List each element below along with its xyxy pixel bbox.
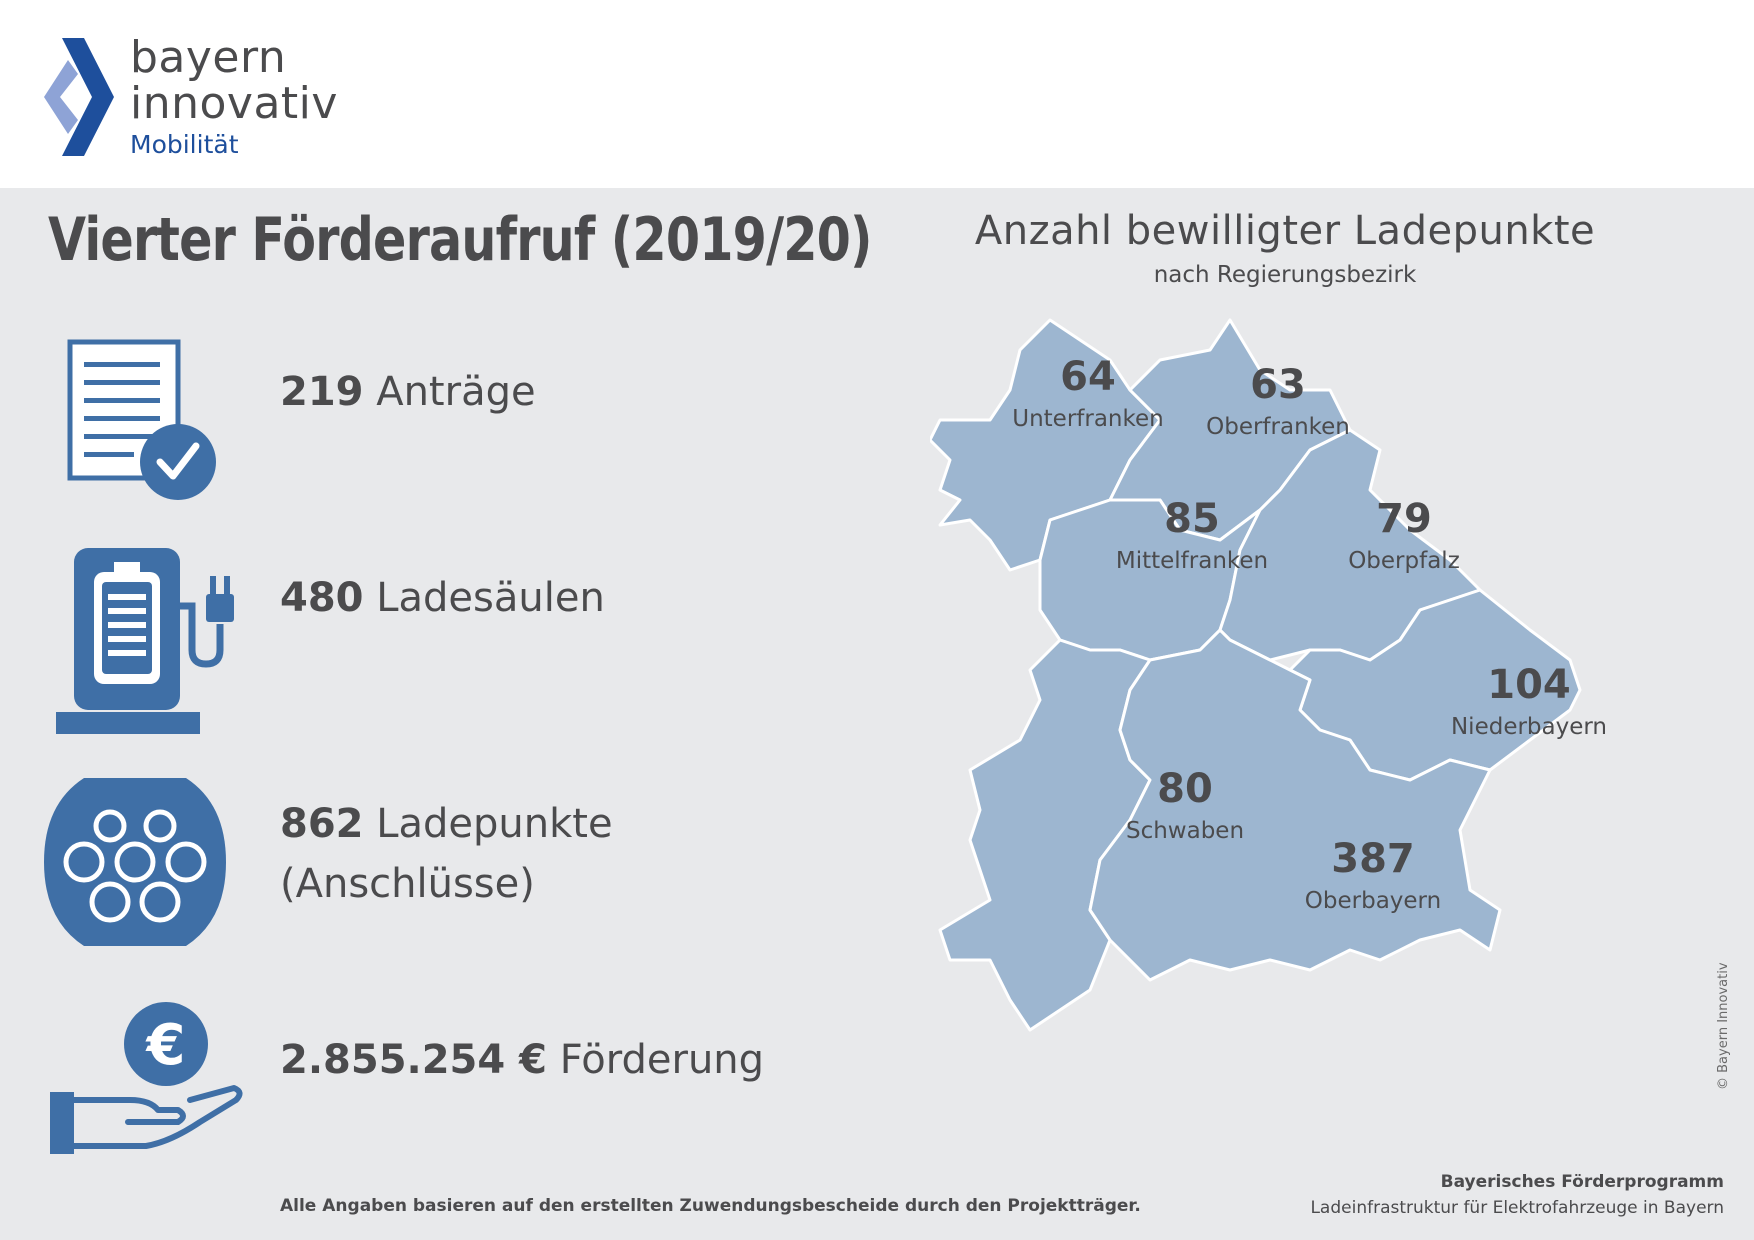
svg-text:€: €: [145, 1013, 186, 1078]
document-check-icon: [67, 339, 216, 500]
region-name-oberfranken: Oberfranken: [1206, 414, 1350, 440]
stat-charging-stations-label: Ladesäulen: [376, 575, 605, 621]
charging-plug-icon: [44, 778, 226, 946]
region-name-unterfranken: Unterfranken: [1012, 406, 1164, 432]
stat-charging-stations-number: 480: [280, 575, 364, 621]
stat-charging-points: 862 Ladepunkte (Anschlüsse): [280, 794, 613, 914]
region-name-schwaben: Schwaben: [1126, 818, 1244, 844]
charging-station-icon: [56, 548, 234, 734]
stat-funding: 2.855.254 € Förderung: [280, 1030, 764, 1090]
stat-applications-label: Anträge: [376, 369, 536, 415]
map-title: Anzahl bewilligter Ladepunkte: [974, 208, 1596, 254]
stat-applications-number: 219: [280, 369, 364, 415]
stat-charging-stations: 480 Ladesäulen: [280, 568, 605, 628]
region-name-niederbayern: Niederbayern: [1451, 714, 1607, 740]
stat-charging-points-label2: (Anschlüsse): [280, 861, 535, 907]
map-subtitle: nach Regierungsbezirk: [1153, 262, 1417, 288]
region-value-oberbayern: 387: [1331, 836, 1415, 882]
stat-applications: 219 Anträge: [280, 362, 536, 422]
logo-line1: bayern: [130, 32, 287, 83]
copyright: © Bayern Innovativ: [1716, 962, 1731, 1090]
region-value-schwaben: 80: [1157, 766, 1213, 812]
logo-text: bayern innovativ Mobilität: [130, 32, 338, 159]
region-value-niederbayern: 104: [1487, 662, 1571, 708]
bavaria-map: 64 Unterfranken 63 Oberfranken 85 Mittel…: [930, 318, 1607, 1032]
region-value-mittelfranken: 85: [1164, 496, 1220, 542]
footnote: Alle Angaben basieren auf den erstellten…: [280, 1196, 1141, 1216]
logo-line3: Mobilität: [130, 130, 239, 159]
stat-funding-label: Förderung: [559, 1037, 765, 1083]
stat-charging-points-number: 862: [280, 801, 364, 847]
bayern-innovativ-logo-icon: [44, 38, 114, 156]
region-shape-oberbayern: [1088, 628, 1502, 982]
region-name-oberbayern: Oberbayern: [1305, 888, 1441, 914]
stat-charging-points-label: Ladepunkte: [376, 801, 613, 847]
stat-funding-number: 2.855.254 €: [280, 1037, 547, 1083]
region-name-oberpfalz: Oberpfalz: [1348, 548, 1460, 574]
program-info: Bayerisches Förderprogramm Ladeinfrastru…: [1310, 1170, 1724, 1221]
program-name: Bayerisches Förderprogramm: [1440, 1172, 1724, 1192]
program-subtitle: Ladeinfrastruktur für Elektrofahrzeuge i…: [1310, 1197, 1724, 1218]
region-value-oberpfalz: 79: [1376, 496, 1432, 542]
euro-hand-icon: €: [50, 1002, 243, 1154]
header: bayern innovativ Mobilität: [0, 0, 1754, 188]
region-value-unterfranken: 64: [1060, 354, 1116, 400]
logo-line2: innovativ: [130, 78, 338, 129]
region-name-mittelfranken: Mittelfranken: [1116, 548, 1268, 574]
page-title: Vierter Förderaufruf (2019/20): [48, 205, 873, 275]
region-value-oberfranken: 63: [1250, 362, 1306, 408]
